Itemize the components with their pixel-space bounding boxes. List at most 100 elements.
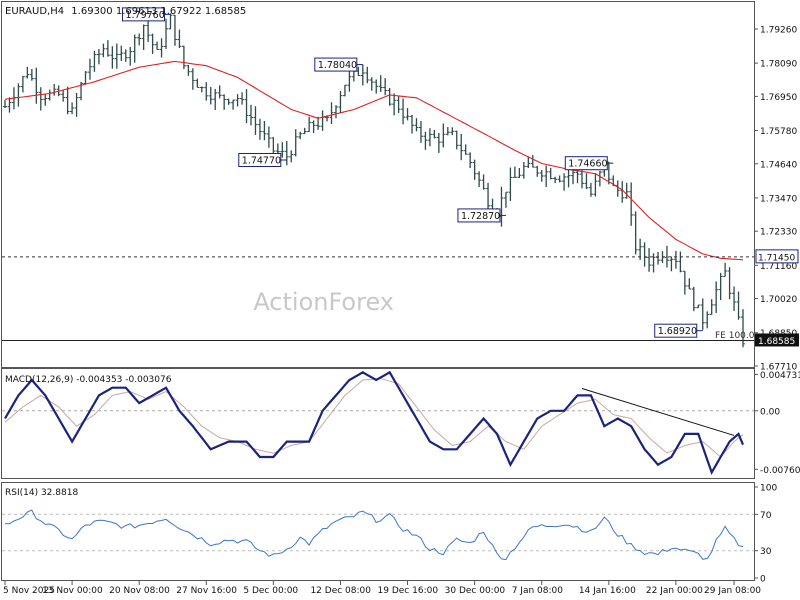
ohlc-bar	[329, 102, 334, 124]
ohlc-bar	[208, 87, 213, 105]
ohlc-bar	[262, 120, 267, 141]
ohlc-bar	[266, 126, 271, 148]
ohlc-bar	[544, 165, 549, 187]
ohlc-bar	[204, 82, 209, 101]
ohlc-bar	[454, 130, 459, 150]
pivot-label: 1.74660	[564, 156, 614, 171]
ohlc-bar	[217, 85, 222, 99]
x-tick-label: 5 Nov 2025	[3, 586, 55, 596]
price-panel-frame	[1, 1, 755, 368]
ohlc-bar	[526, 156, 531, 169]
x-tick-label: 29 Jan 08:00	[704, 586, 761, 596]
ohlc-bar	[114, 43, 119, 69]
ohlc-bar	[365, 66, 370, 84]
pivot-label: 1.68920	[654, 323, 703, 338]
ohlc-bar	[521, 162, 526, 179]
ohlc-bar	[199, 86, 204, 93]
price-tick-label: 1.73470	[760, 194, 797, 204]
ohlc-bar	[280, 142, 285, 158]
ohlc-bar	[414, 118, 419, 132]
pivot-box	[314, 57, 358, 72]
ohlc-bar	[700, 298, 705, 330]
ohlc-bar	[732, 286, 737, 311]
ohlc-bar	[43, 93, 48, 106]
ohlc-bar	[512, 166, 517, 178]
ohlc-bar	[392, 93, 397, 116]
watermark: ActionForex	[253, 288, 394, 316]
ohlc-bar	[387, 87, 392, 106]
macd-tick-label: -0.007601	[760, 466, 800, 476]
price-header: EURAUD,H4 1.69300 1.69613 1.67922 1.6858…	[5, 6, 246, 17]
macd-main-line	[4, 370, 745, 476]
pivot-box	[654, 323, 698, 338]
ohlc-bar	[253, 106, 258, 135]
ohlc-bar	[669, 256, 674, 272]
ohlc-bar	[705, 311, 710, 329]
ohlc-bar	[432, 129, 437, 139]
ohlc-bar	[673, 250, 678, 269]
ohlc-bar	[463, 144, 468, 155]
ohlc-bar	[128, 46, 133, 66]
macd-axis: 0.004731 0.00 -0.007601	[2, 371, 800, 476]
ohlc-bar	[132, 34, 137, 63]
rsi-header: RSI(14) 32.8818	[5, 488, 78, 498]
ohlc-bar	[517, 168, 522, 178]
ohlc-bar	[150, 33, 155, 54]
ohlc-bar	[374, 79, 379, 94]
rsi-tick-label: 0	[760, 575, 766, 585]
ohlc-bar	[378, 75, 383, 92]
x-tick-label: 20 Nov 08:00	[109, 586, 170, 596]
pivot-label: 1.78040	[314, 57, 363, 72]
x-tick-label: 14 Jan 16:00	[579, 586, 636, 596]
ohlc-bar	[651, 253, 656, 273]
ohlc-bar	[736, 291, 741, 320]
ohlc-bar	[682, 270, 687, 295]
ohlc-bar	[92, 50, 97, 72]
rsi-tick-label: 70	[760, 511, 772, 521]
fe-label: FE 100.0	[715, 331, 755, 341]
x-tick-label: 22 Jan 00:00	[646, 586, 703, 596]
pivot-label: 1.79760	[121, 7, 171, 22]
ohlc-bar	[369, 77, 374, 91]
ohlc-bar	[119, 45, 124, 61]
ohlc-bar	[164, 18, 169, 50]
ohlc-bar	[503, 191, 508, 208]
price-tick-label: 1.67710	[760, 363, 797, 373]
current-price-box	[755, 333, 799, 347]
ohlc-bar	[575, 169, 580, 184]
ohlc-bar	[25, 66, 30, 79]
ohlc-bar	[20, 75, 25, 93]
ohlc-bar	[141, 24, 146, 50]
current-price-label: 1.68585	[758, 337, 795, 347]
price-tick-label: 1.75780	[760, 127, 797, 137]
ohlc-bar	[691, 286, 696, 312]
ohlc-bar	[34, 67, 39, 104]
x-tick-label: 7 Jan 08:00	[512, 586, 564, 596]
ohlc-bar	[70, 102, 75, 115]
ohlc-bar	[584, 173, 589, 190]
ohlc-bar	[311, 120, 316, 134]
ohlc-bar	[284, 141, 289, 166]
ohlc-bar	[539, 170, 544, 182]
price-tick-label: 1.74640	[760, 160, 797, 170]
pivot-box	[121, 7, 165, 22]
ohlc-bar	[333, 105, 338, 119]
rsi-axis: 100 70 30 0	[2, 484, 777, 585]
ohlc-bar	[29, 68, 34, 81]
ohlc-bar	[338, 90, 343, 114]
ohlc-bar	[316, 116, 321, 130]
ohlc-bar	[235, 94, 240, 107]
x-tick-label: 5 Dec 00:00	[243, 586, 298, 596]
ohlc-bar	[459, 133, 464, 161]
ohlc-bar	[562, 173, 567, 191]
macd-tick-label: 0.004731	[760, 371, 800, 381]
macd-panel-frame	[1, 368, 755, 479]
pivot-box	[457, 208, 501, 223]
price-tick-label: 1.71160	[760, 262, 797, 272]
ohlc-bar	[347, 71, 352, 92]
ohlc-bar	[38, 87, 43, 111]
pivot-text: 1.74660	[568, 159, 607, 170]
ohlc-bar	[342, 84, 347, 97]
